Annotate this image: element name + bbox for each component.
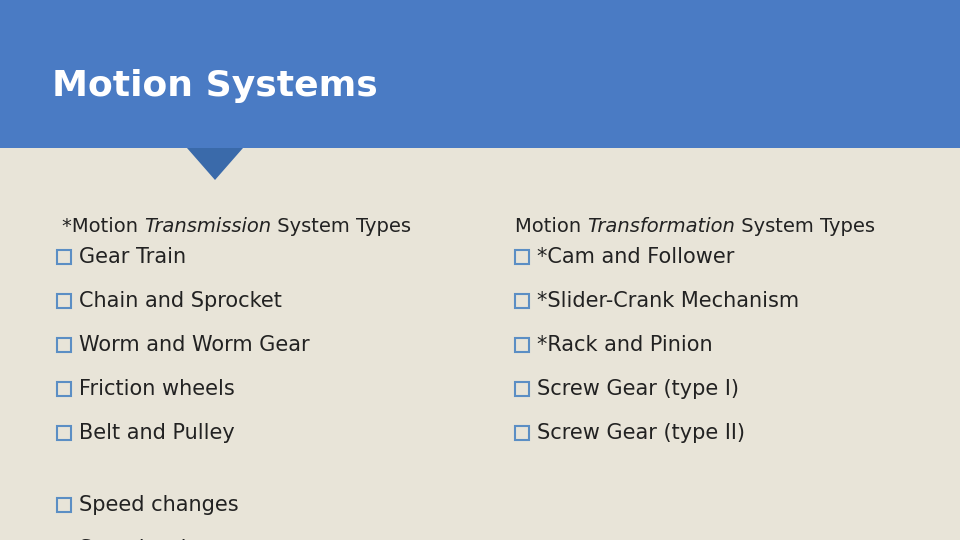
Text: Speed changes: Speed changes <box>79 495 239 515</box>
Text: *Motion: *Motion <box>62 217 144 235</box>
Bar <box>57 338 71 352</box>
Text: Motion: Motion <box>515 217 588 235</box>
Text: Gear Train: Gear Train <box>79 247 186 267</box>
Bar <box>515 426 529 440</box>
Bar <box>515 294 529 308</box>
Text: Screw Gear (type I): Screw Gear (type I) <box>537 379 739 399</box>
Text: *Rack and Pinion: *Rack and Pinion <box>537 335 712 355</box>
Text: Belt and Pulley: Belt and Pulley <box>79 423 235 443</box>
Bar <box>57 250 71 264</box>
Text: Speed ratios: Speed ratios <box>79 539 210 540</box>
Text: Transformation: Transformation <box>588 217 735 235</box>
Text: Worm and Worm Gear: Worm and Worm Gear <box>79 335 310 355</box>
Bar <box>515 382 529 396</box>
Text: Chain and Sprocket: Chain and Sprocket <box>79 291 282 311</box>
Text: System Types: System Types <box>272 217 412 235</box>
Text: *Slider-Crank Mechanism: *Slider-Crank Mechanism <box>537 291 799 311</box>
Text: *Cam and Follower: *Cam and Follower <box>537 247 734 267</box>
Bar <box>57 294 71 308</box>
Bar <box>0 148 960 540</box>
Bar <box>0 0 960 148</box>
Bar <box>515 338 529 352</box>
Text: Friction wheels: Friction wheels <box>79 379 235 399</box>
Bar <box>57 426 71 440</box>
Text: Transmission: Transmission <box>144 217 272 235</box>
Polygon shape <box>187 148 243 180</box>
Bar <box>57 382 71 396</box>
Text: Screw Gear (type II): Screw Gear (type II) <box>537 423 745 443</box>
Bar <box>57 498 71 512</box>
Text: Motion Systems: Motion Systems <box>52 69 377 103</box>
Bar <box>515 250 529 264</box>
Text: System Types: System Types <box>735 217 876 235</box>
